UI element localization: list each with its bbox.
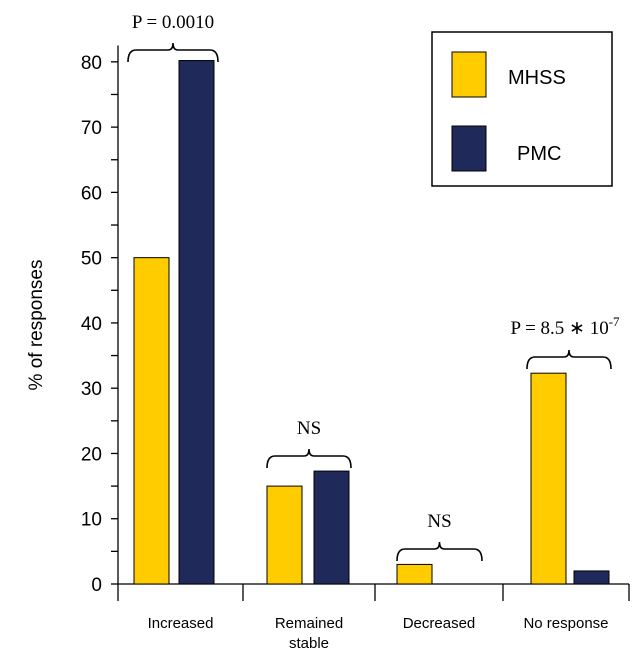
x-tick-label: Increased: [148, 615, 214, 632]
y-tick-label: 40: [81, 314, 102, 335]
legend: MHSS PMC: [431, 31, 613, 187]
bar-mhss: [266, 485, 303, 585]
significance-label: P = 8.5 ∗ 10-7: [510, 314, 620, 339]
y-tick-label: 20: [81, 444, 102, 465]
y-axis: 0 10 20 30 40 50 60 70 80: [81, 45, 119, 596]
y-tick-label: 10: [81, 510, 102, 531]
bar-pmc: [178, 60, 215, 585]
bar-mhss: [396, 563, 433, 585]
x-tick-label: Remained stable: [275, 615, 343, 652]
significance-brace: [127, 42, 219, 63]
y-tick-label: 70: [81, 118, 102, 139]
bar-pmc: [313, 470, 350, 585]
y-axis-label: % of responses: [26, 260, 47, 391]
significance-label: P = 0.0010: [132, 12, 214, 33]
y-tick-label: 30: [81, 379, 102, 400]
x-tick-label: Decreased: [403, 615, 476, 632]
significance-brace: [396, 541, 483, 562]
significance-label: NS: [427, 511, 451, 532]
bar-mhss: [530, 372, 567, 585]
legend-label: PMC: [517, 143, 561, 165]
significance-brace: [266, 448, 352, 469]
significance-label: NS: [297, 418, 321, 439]
legend-label: MHSS: [508, 67, 566, 89]
significance-annotations: P = 0.0010 NS NS P = 8.5 ∗ 10-7: [127, 12, 620, 562]
y-tick-label: 60: [81, 183, 102, 204]
bar-pmc: [573, 570, 610, 585]
legend-swatch-pmc: [451, 125, 487, 172]
bars: [133, 60, 610, 585]
significance-brace: [526, 349, 612, 370]
x-tick-label: No response: [523, 615, 608, 632]
x-axis: Increased Remained stable Decreased No respo…: [117, 583, 630, 652]
bar-mhss: [133, 257, 170, 585]
y-tick-label: 80: [81, 53, 102, 74]
y-tick-label: 50: [81, 249, 102, 270]
legend-swatch-mhss: [451, 51, 487, 98]
y-tick-label: 0: [91, 575, 102, 596]
